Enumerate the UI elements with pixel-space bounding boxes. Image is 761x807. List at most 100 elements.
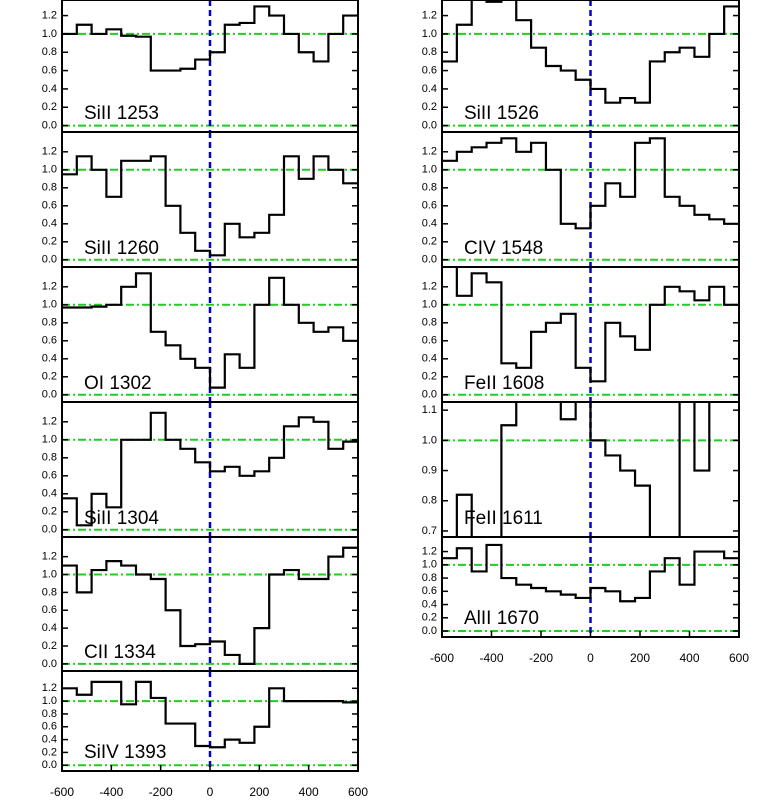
y-tick-label: 1.2 <box>422 146 437 158</box>
y-tick-label: 0.4 <box>42 83 57 95</box>
line-label: SiII 1260 <box>84 238 159 259</box>
y-tick-label: 0.0 <box>42 254 57 266</box>
line-label: OI 1302 <box>84 373 152 394</box>
x-tick-label: -400 <box>479 651 503 665</box>
y-tick-label: 0.8 <box>42 317 57 329</box>
x-tick-label: -600 <box>430 651 454 665</box>
y-tick-label: 0.8 <box>42 708 57 720</box>
y-tick-label: 0.0 <box>422 254 437 266</box>
y-tick-label: 0.7 <box>422 525 437 537</box>
y-tick-label: 0.4 <box>422 598 437 610</box>
y-tick-label: 1.0 <box>42 695 57 707</box>
y-tick-label: 0.6 <box>42 721 57 733</box>
x-tick-label: 200 <box>249 785 269 799</box>
x-tick-label: 400 <box>299 785 319 799</box>
line-label: SiIV 1393 <box>84 742 166 763</box>
y-tick-label: 0.8 <box>42 452 57 464</box>
x-tick-label: 600 <box>729 651 749 665</box>
y-tick-label: 1.2 <box>422 545 437 557</box>
y-tick-label: 1.0 <box>42 568 57 580</box>
x-tick-label: -200 <box>529 651 553 665</box>
panel <box>62 0 358 132</box>
x-tick-label: -600 <box>50 785 74 799</box>
y-tick-label: 0.2 <box>42 371 57 383</box>
x-tick-label: -400 <box>99 785 123 799</box>
y-tick-label: 0.8 <box>422 182 437 194</box>
y-tick-label: 0.4 <box>422 353 437 365</box>
y-tick-label: 0.6 <box>42 470 57 482</box>
y-tick-label: 1.2 <box>42 281 57 293</box>
y-tick-label: 0.6 <box>42 604 57 616</box>
spectrum-step <box>455 402 711 537</box>
y-tick-label: 1.0 <box>422 164 437 176</box>
spectrum-step <box>62 272 358 389</box>
y-tick-label: 0.0 <box>42 524 57 536</box>
y-tick-label: 0.8 <box>42 46 57 58</box>
y-tick-label: 0.4 <box>42 622 57 634</box>
y-tick-label: 0.2 <box>42 746 57 758</box>
x-tick-label: 0 <box>207 785 214 799</box>
y-tick-label: 0.8 <box>422 46 437 58</box>
y-tick-label: 1.2 <box>42 146 57 158</box>
x-tick-label: -200 <box>149 785 173 799</box>
line-label: FeII 1608 <box>464 373 544 394</box>
y-tick-label: 1.0 <box>422 28 437 40</box>
y-tick-label: 1.2 <box>42 9 57 21</box>
y-tick-label: 0.4 <box>422 83 437 95</box>
spectrum-step <box>62 546 358 665</box>
x-tick-label: 400 <box>679 651 699 665</box>
y-tick-label: 0.4 <box>42 733 57 745</box>
line-label: FeII 1611 <box>464 508 543 529</box>
line-label: CIV 1548 <box>464 238 543 259</box>
y-tick-label: 1.2 <box>42 551 57 563</box>
line-label: SiII 1253 <box>84 103 159 124</box>
spectrum-step <box>62 411 358 527</box>
x-tick-label: 600 <box>348 785 368 799</box>
y-tick-label: 1.2 <box>42 682 57 694</box>
panel <box>62 537 358 671</box>
y-tick-label: 0.8 <box>422 317 437 329</box>
y-tick-label: 0.2 <box>42 640 57 652</box>
y-tick-label: 0.0 <box>422 119 437 131</box>
panel <box>442 267 739 402</box>
y-tick-label: 0.0 <box>422 625 437 637</box>
x-tick-label: 200 <box>630 651 650 665</box>
line-label: CII 1334 <box>84 642 156 663</box>
line-label: AlII 1670 <box>464 608 539 629</box>
spectrum-step <box>442 0 739 104</box>
y-tick-label: 0.0 <box>42 389 57 401</box>
y-tick-label: 0.8 <box>422 572 437 584</box>
y-tick-label: 0.0 <box>422 389 437 401</box>
panel <box>62 132 358 267</box>
y-tick-label: 0.2 <box>422 236 437 248</box>
y-tick-label: 0.2 <box>42 101 57 113</box>
y-tick-label: 0.0 <box>42 759 57 771</box>
y-tick-label: 1.0 <box>422 559 437 571</box>
y-tick-label: 0.0 <box>42 658 57 670</box>
y-tick-label: 0.6 <box>42 200 57 212</box>
panel <box>442 402 739 537</box>
y-tick-label: 1.1 <box>422 404 437 416</box>
y-tick-label: 0.6 <box>422 200 437 212</box>
y-tick-label: 0.2 <box>42 236 57 248</box>
y-tick-label: 0.8 <box>42 586 57 598</box>
y-tick-label: 0.6 <box>422 64 437 76</box>
y-tick-label: 1.0 <box>42 299 57 311</box>
y-tick-label: 0.2 <box>422 101 437 113</box>
y-tick-label: 0.8 <box>42 182 57 194</box>
y-tick-label: 1.0 <box>422 434 437 446</box>
y-tick-label: 0.4 <box>42 488 57 500</box>
y-tick-label: 0.8 <box>422 495 437 507</box>
line-label: SiII 1526 <box>464 103 539 124</box>
panel <box>62 402 358 537</box>
panel <box>442 132 739 267</box>
spectrum-step <box>442 137 739 230</box>
panel <box>62 267 358 402</box>
y-tick-label: 0.6 <box>422 335 437 347</box>
y-tick-label: 1.2 <box>422 9 437 21</box>
y-tick-label: 0.4 <box>422 218 437 230</box>
y-tick-label: 0.4 <box>42 353 57 365</box>
y-tick-label: 0.6 <box>42 64 57 76</box>
y-tick-label: 1.0 <box>42 434 57 446</box>
